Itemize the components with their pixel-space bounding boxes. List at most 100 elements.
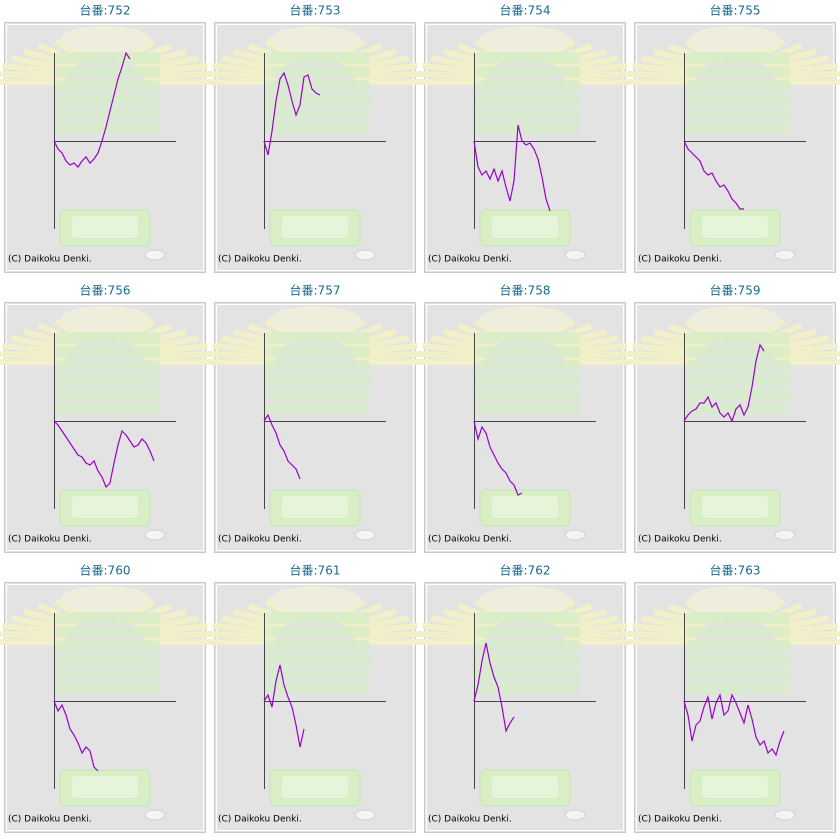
bg-box <box>686 626 790 638</box>
data-line <box>473 642 515 733</box>
bg-box <box>266 626 370 638</box>
bg-box <box>56 346 160 358</box>
graph-panel: 台番:754 (C) Daikoku Denki. <box>415 3 635 273</box>
copyright: (C) Daikoku Denki. <box>638 255 722 265</box>
bg-box <box>56 122 160 134</box>
graph-panel: 台番:761 (C) Daikoku Denki. <box>205 563 425 833</box>
panel-inner <box>636 584 834 831</box>
bg-box <box>476 402 580 414</box>
bg-box <box>686 668 790 680</box>
bg-box <box>266 94 370 106</box>
bg-bowl <box>480 26 570 54</box>
bg-box <box>476 332 580 344</box>
bg-box <box>686 66 790 78</box>
panel-inner <box>216 24 414 271</box>
bg-box <box>686 122 790 134</box>
bg-box <box>686 346 790 358</box>
panel-title: 台番:763 <box>710 563 761 578</box>
bg-box <box>266 668 370 680</box>
copyright: (C) Daikoku Denki. <box>218 535 302 545</box>
graph-panel: 台番:756 (C) Daikoku Denki. <box>0 283 215 553</box>
bg-tray-inner <box>282 216 348 238</box>
bg-box <box>266 80 370 92</box>
bg-box <box>686 374 790 386</box>
bg-coin <box>564 249 586 261</box>
bg-bowl <box>60 26 150 54</box>
bg-box <box>686 654 790 666</box>
bg-box <box>56 94 160 106</box>
bg-box <box>266 374 370 386</box>
bg-box <box>56 654 160 666</box>
bg-box <box>476 122 580 134</box>
bg-box <box>476 640 580 652</box>
bg-box <box>686 640 790 652</box>
copyright: (C) Daikoku Denki. <box>8 815 92 825</box>
bg-tray-inner <box>72 496 138 518</box>
copyright: (C) Daikoku Denki. <box>218 255 302 265</box>
bg-box <box>56 402 160 414</box>
panel-inner <box>216 304 414 551</box>
copyright: (C) Daikoku Denki. <box>8 535 92 545</box>
panel-inner <box>636 304 834 551</box>
bg-box <box>56 626 160 638</box>
bg-box <box>266 654 370 666</box>
bg-box <box>56 52 160 64</box>
copyright: (C) Daikoku Denki. <box>428 255 512 265</box>
panel-inner <box>426 24 624 271</box>
data-line <box>53 420 155 489</box>
bg-box <box>56 66 160 78</box>
bg-box <box>686 360 790 372</box>
bg-tray-inner <box>702 216 768 238</box>
bg-box <box>266 388 370 400</box>
bg-box <box>56 640 160 652</box>
bg-box <box>266 52 370 64</box>
bg-box <box>266 360 370 372</box>
panel-inner <box>6 584 204 831</box>
panel-inner <box>216 584 414 831</box>
bg-box <box>266 346 370 358</box>
panel-title: 台番:756 <box>80 283 131 298</box>
panel-title: 台番:753 <box>290 3 341 18</box>
bg-box <box>56 108 160 120</box>
bg-bowl <box>480 586 570 614</box>
bg-box <box>266 66 370 78</box>
bg-box <box>56 388 160 400</box>
bg-bowl <box>60 306 150 334</box>
data-line <box>263 664 305 748</box>
bg-box <box>266 402 370 414</box>
data-line <box>263 413 301 480</box>
bg-tray-inner <box>492 496 558 518</box>
bg-box <box>56 668 160 680</box>
data-line <box>683 343 765 423</box>
bg-box <box>476 94 580 106</box>
graph-panel: 台番:758 (C) Daikoku Denki. <box>415 283 635 553</box>
graph-panel: 台番:753 (C) Daikoku Denki. <box>205 3 425 273</box>
panel-title: 台番:755 <box>710 3 761 18</box>
bg-bowl <box>690 26 780 54</box>
bg-box <box>476 388 580 400</box>
copyright: (C) Daikoku Denki. <box>428 815 512 825</box>
copyright: (C) Daikoku Denki. <box>428 535 512 545</box>
bg-box <box>476 346 580 358</box>
graph-panel: 台番:755 (C) Daikoku Denki. <box>625 3 840 273</box>
copyright: (C) Daikoku Denki. <box>218 815 302 825</box>
panel-title: 台番:757 <box>290 283 341 298</box>
bg-tray-inner <box>492 776 558 798</box>
bg-box <box>686 108 790 120</box>
bg-box <box>686 94 790 106</box>
bg-tray-inner <box>282 776 348 798</box>
panel-title: 台番:752 <box>80 3 131 18</box>
bg-bowl <box>690 306 780 334</box>
panel-title: 台番:754 <box>500 3 551 18</box>
bg-tray-inner <box>72 216 138 238</box>
bg-tray-inner <box>282 496 348 518</box>
bg-box <box>56 360 160 372</box>
panel-title: 台番:759 <box>710 283 761 298</box>
bg-box <box>476 66 580 78</box>
bg-bowl <box>270 306 360 334</box>
bg-bowl <box>60 586 150 614</box>
bg-box <box>56 374 160 386</box>
bg-bowl <box>270 26 360 54</box>
